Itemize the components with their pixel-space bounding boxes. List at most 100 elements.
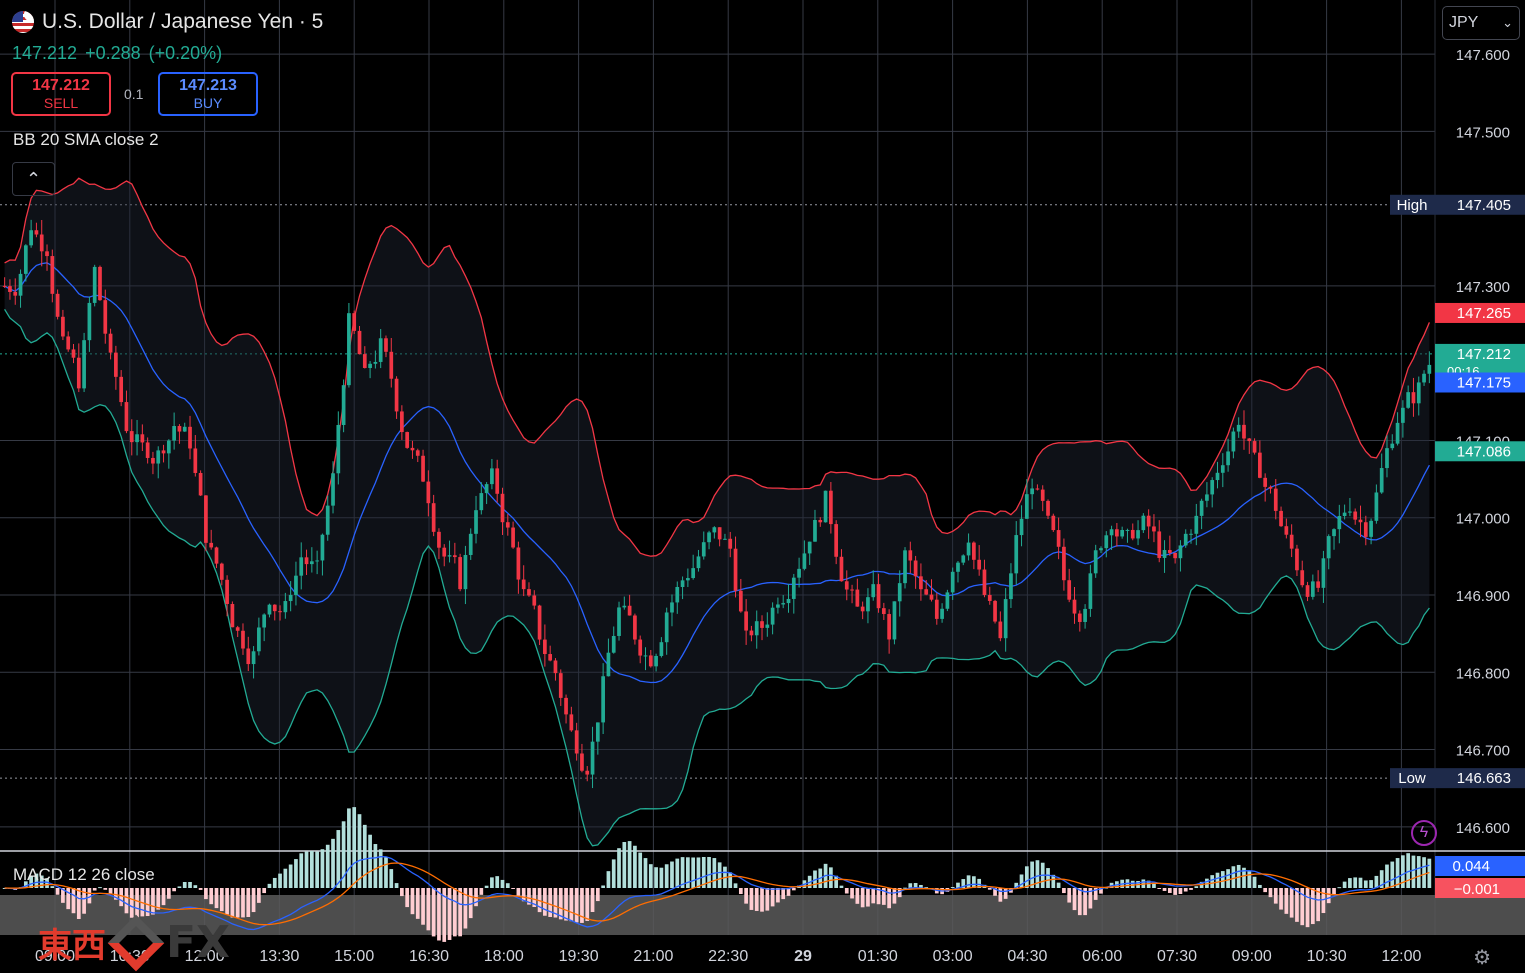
- macd-histogram-bar: [956, 882, 960, 888]
- y-tick-label: 146.600: [1456, 820, 1510, 837]
- candle-body: [617, 607, 621, 636]
- candle-body: [431, 503, 436, 532]
- gear-icon[interactable]: ⚙: [1473, 947, 1491, 969]
- candle-body: [103, 300, 108, 334]
- candle-body: [119, 376, 124, 403]
- macd-histogram-bar: [855, 888, 860, 904]
- macd-histogram-bar: [92, 888, 97, 891]
- macd-histogram-bar: [776, 888, 780, 903]
- bb-indicator-label[interactable]: BB 20 SMA close 2: [13, 130, 159, 149]
- x-tick-label: 07:30: [1157, 948, 1197, 965]
- macd-histogram-bar: [431, 888, 436, 937]
- macd-histogram-bar: [1167, 888, 1172, 893]
- upper-band-tag: [1435, 302, 1525, 323]
- macd-histogram-bar: [701, 856, 706, 888]
- macd-histogram-bar: [1273, 888, 1278, 904]
- symbol-title: U.S. Dollar / Japanese Yen · 5: [42, 10, 324, 33]
- macd-histogram-bar: [553, 888, 558, 918]
- macd-histogram-bar: [198, 888, 203, 890]
- candle-body: [940, 608, 944, 619]
- candle-body: [18, 273, 23, 296]
- candle-body: [1178, 545, 1183, 559]
- candle-body: [463, 554, 468, 590]
- candle-body: [871, 584, 876, 598]
- macd-histogram-bar: [786, 888, 791, 896]
- macd-histogram-bar: [405, 888, 410, 908]
- candle-body: [919, 576, 923, 590]
- candle-body: [405, 432, 410, 448]
- candle-body: [1030, 488, 1034, 495]
- macd-histogram-bar: [315, 851, 319, 888]
- candle-body: [1427, 364, 1432, 374]
- candle-body: [972, 542, 976, 560]
- candle-body: [362, 354, 367, 368]
- macd-histogram-bar: [468, 888, 473, 919]
- macd-histogram-bar: [76, 888, 81, 919]
- candle-body: [426, 481, 431, 504]
- macd-histogram-bar: [601, 885, 605, 888]
- candle-body: [717, 527, 722, 540]
- macd-histogram-bar: [288, 864, 293, 888]
- candle-body: [421, 455, 425, 482]
- macd-histogram-bar: [993, 888, 997, 896]
- y-tick-label: 146.900: [1456, 588, 1510, 605]
- candle-body: [1363, 522, 1368, 537]
- macd-histogram-bar: [114, 888, 118, 900]
- x-tick-label: 16:30: [409, 948, 449, 965]
- candle-body: [675, 586, 680, 603]
- candle-body: [744, 611, 748, 631]
- y-tick-label: 146.800: [1456, 665, 1510, 682]
- macd-histogram-bar: [368, 834, 372, 888]
- chevron-up-icon[interactable]: ⌃: [12, 162, 55, 196]
- candle-body: [982, 569, 987, 595]
- candle-body: [670, 602, 674, 613]
- candle-body: [1310, 581, 1315, 597]
- macd-histogram-bar: [728, 872, 733, 888]
- candle-body: [347, 313, 351, 386]
- macd-histogram-bar: [648, 864, 653, 888]
- macd-histogram-bar: [66, 888, 71, 910]
- macd-histogram-bar: [209, 888, 214, 905]
- macd-histogram-bar: [1173, 888, 1177, 895]
- candle-body: [50, 256, 55, 294]
- macd-histogram-bar: [987, 888, 992, 890]
- macd-histogram-bar: [129, 888, 134, 918]
- candle-body: [1014, 535, 1019, 574]
- candle-body: [230, 604, 235, 628]
- candle-body: [1358, 519, 1363, 523]
- macd-histogram-bar: [913, 882, 918, 888]
- low-label-tag: [1390, 768, 1435, 789]
- candle-body: [1093, 550, 1098, 574]
- buy-button[interactable]: 147.213 BUY: [158, 72, 258, 116]
- macd-histogram-bar: [1258, 884, 1262, 888]
- macd-histogram-bar: [760, 888, 764, 912]
- candle-body: [172, 426, 176, 441]
- sell-button[interactable]: 147.212 SELL: [11, 72, 111, 116]
- currency-select[interactable]: JPY ⌄: [1442, 6, 1520, 40]
- candle-body: [82, 340, 86, 389]
- spread-value: 0.1: [124, 86, 144, 102]
- candle-body: [818, 519, 823, 523]
- macd-histogram-bar: [1295, 888, 1299, 922]
- candle-body: [585, 770, 590, 775]
- candle-body: [1406, 392, 1411, 408]
- x-tick-label: 01:30: [858, 948, 898, 965]
- candle-body: [823, 490, 828, 523]
- macd-histogram-bar: [426, 888, 431, 931]
- macd-histogram-bar: [1390, 861, 1395, 888]
- macd-histogram-bar: [1242, 867, 1246, 888]
- candle-body: [500, 493, 505, 523]
- candle-body: [177, 426, 182, 432]
- symbol-header[interactable]: U.S. Dollar / Japanese Yen · 5: [12, 10, 323, 34]
- macd-indicator-label[interactable]: MACD 12 26 close: [13, 865, 155, 884]
- macd-histogram-bar: [1406, 853, 1411, 888]
- candle-body: [611, 635, 616, 653]
- basis-tag: [1435, 372, 1525, 393]
- macd-histogram-bar: [1305, 888, 1310, 928]
- bolt-icon[interactable]: ϟ: [1411, 820, 1437, 846]
- candle-body: [320, 534, 325, 561]
- candle-body: [76, 357, 81, 389]
- high-value: 147.405: [1457, 197, 1511, 214]
- macd-histogram-bar: [1289, 888, 1294, 918]
